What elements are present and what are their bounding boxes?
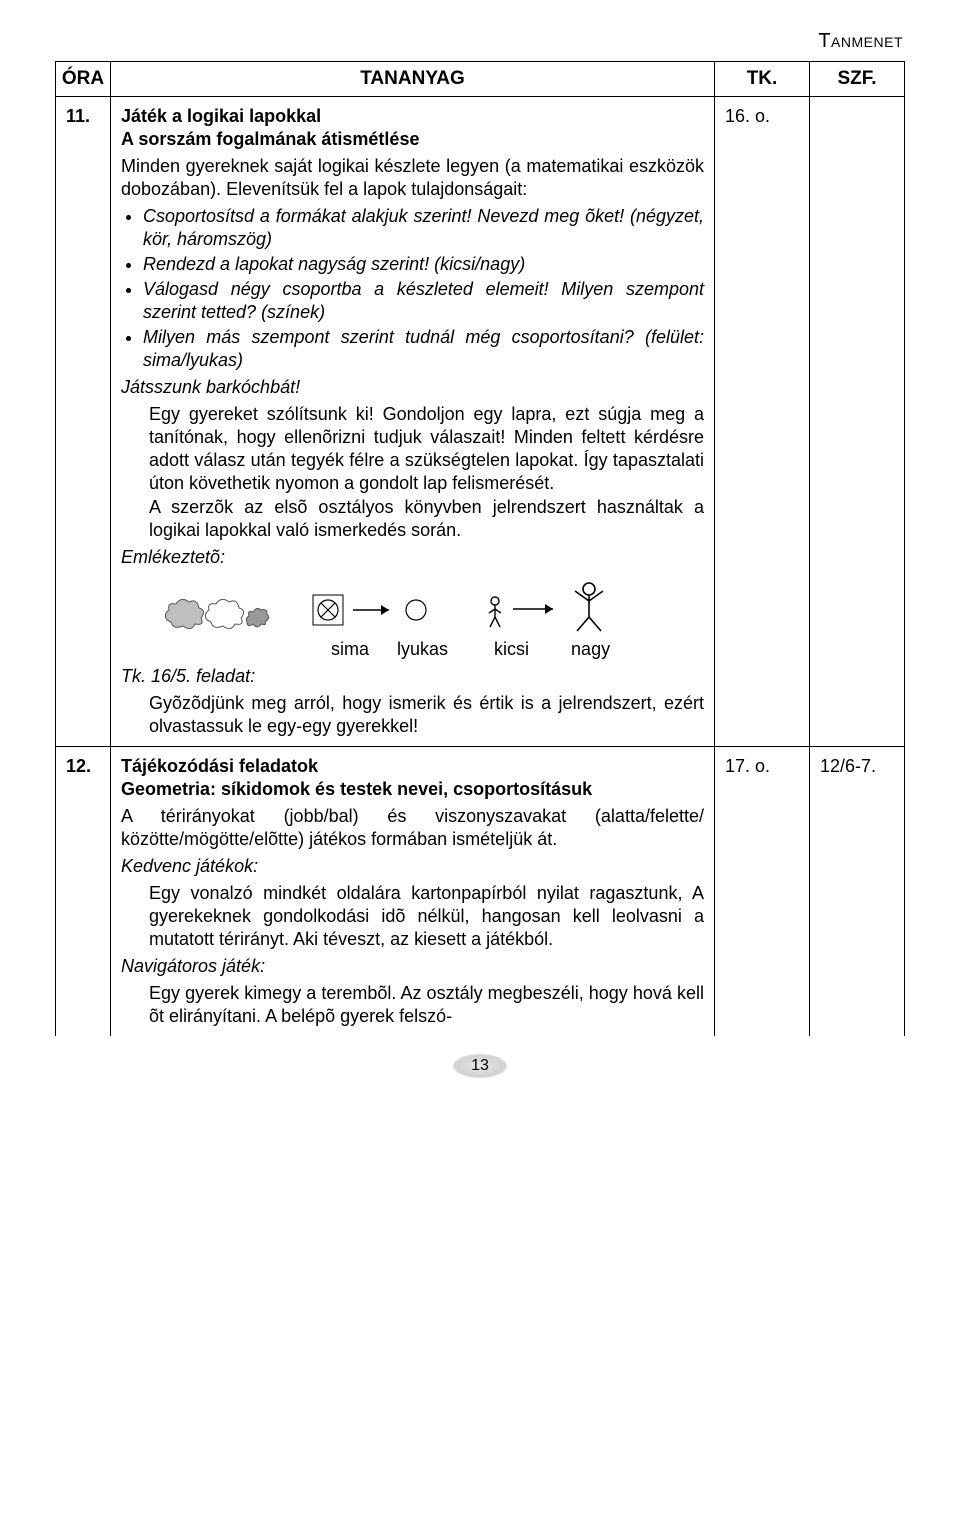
list-item: Rendezd a lapokat nagyság szerint! (kics… <box>143 253 704 276</box>
col-header-tk: TK. <box>715 62 810 97</box>
intro-text: Minden gyereknek saját logikai készlete … <box>121 155 704 201</box>
kicsi-nagy-icon <box>481 579 621 634</box>
intro-text: A térirányokat (jobb/bal) és viszonyszav… <box>121 805 704 851</box>
ora-cell: 11. <box>56 97 111 747</box>
szf-cell: 12/6-7. <box>810 746 905 1036</box>
table-row: 11. Játék a logikai lapokkal A sorszám f… <box>56 97 905 747</box>
barkochba-title: Játsszunk barkóchbát! <box>121 376 704 399</box>
col-header-ora: ÓRA <box>56 62 111 97</box>
kedvenc-title: Kedvenc játékok: <box>121 855 704 878</box>
cloud-shapes-icon <box>161 594 271 634</box>
tk-cell: 17. o. <box>715 746 810 1036</box>
lesson-title: Játék a logikai lapokkal <box>121 105 704 128</box>
curriculum-table: ÓRA TANANYAG TK. SZF. 11. Játék a logika… <box>55 61 905 1036</box>
label-kicsi: kicsi <box>494 638 529 661</box>
navig-body: Egy gyerek kimegy a terembõl. Az osztály… <box>149 982 704 1028</box>
list-item: Milyen más szempont szerint tudnál még c… <box>143 326 704 372</box>
label-lyukas: lyukas <box>397 638 448 661</box>
icon-labels-row: sima lyukas kicsi nagy <box>331 638 704 661</box>
emlekezteto-label: Emlékeztetõ: <box>121 546 704 569</box>
barkochba-body: Egy gyereket szólítsunk ki! Gondoljon eg… <box>149 403 704 495</box>
list-item: Csoportosítsd a formákat alakjuk szerint… <box>143 205 704 251</box>
col-header-szf: SZF. <box>810 62 905 97</box>
tk-note-body: Gyõzõdjünk meg arról, hogy ismerik és ér… <box>149 692 704 738</box>
sima-lyukas-icon <box>311 589 441 634</box>
label-nagy: nagy <box>571 638 610 661</box>
content-cell: Tájékozódási feladatok Geometria: síkido… <box>111 746 715 1036</box>
tk-note-title: Tk. 16/5. feladat: <box>121 665 704 688</box>
lesson-subtitle: A sorszám fogalmának átismétlése <box>121 128 704 151</box>
lesson-subtitle: Geometria: síkidomok és testek nevei, cs… <box>121 778 704 801</box>
ora-cell: 12. <box>56 746 111 1036</box>
barkochba-body2: A szerzõk az elsõ osztályos könyvben jel… <box>149 496 704 542</box>
lesson-title: Tájékozódási feladatok <box>121 755 704 778</box>
kedvenc-body: Egy vonalzó mindkét oldalára kartonpapír… <box>149 882 704 951</box>
list-item: Válogasd négy csoportba a készleted elem… <box>143 278 704 324</box>
tk-cell: 16. o. <box>715 97 810 747</box>
page-number: 13 <box>445 1054 515 1078</box>
navig-title: Navigátoros játék: <box>121 955 704 978</box>
content-cell: Játék a logikai lapokkal A sorszám fogal… <box>111 97 715 747</box>
table-row: 12. Tájékozódási feladatok Geometria: sí… <box>56 746 905 1036</box>
col-header-tananyag: TANANYAG <box>111 62 715 97</box>
szf-cell <box>810 97 905 747</box>
reminder-icons <box>161 579 704 634</box>
section-header: Tanmenet <box>55 30 905 53</box>
label-sima: sima <box>331 638 369 661</box>
bullet-list: Csoportosítsd a formákat alakjuk szerint… <box>121 205 704 372</box>
